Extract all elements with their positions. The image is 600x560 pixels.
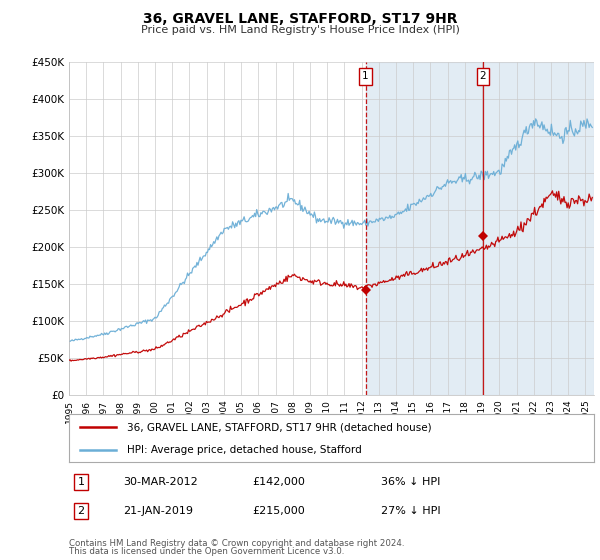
Text: 1: 1 [77,477,85,487]
Text: 2: 2 [77,506,85,516]
Text: Contains HM Land Registry data © Crown copyright and database right 2024.: Contains HM Land Registry data © Crown c… [69,539,404,548]
Text: 30-MAR-2012: 30-MAR-2012 [123,477,198,487]
Text: 36, GRAVEL LANE, STAFFORD, ST17 9HR (detached house): 36, GRAVEL LANE, STAFFORD, ST17 9HR (det… [127,422,431,432]
Text: 2: 2 [479,72,486,81]
Text: 36% ↓ HPI: 36% ↓ HPI [381,477,440,487]
Text: This data is licensed under the Open Government Licence v3.0.: This data is licensed under the Open Gov… [69,547,344,556]
Text: 1: 1 [362,72,369,81]
Text: 27% ↓ HPI: 27% ↓ HPI [381,506,440,516]
Text: 36, GRAVEL LANE, STAFFORD, ST17 9HR: 36, GRAVEL LANE, STAFFORD, ST17 9HR [143,12,457,26]
Text: £215,000: £215,000 [252,506,305,516]
Text: HPI: Average price, detached house, Stafford: HPI: Average price, detached house, Staf… [127,445,361,455]
Text: 21-JAN-2019: 21-JAN-2019 [123,506,193,516]
Bar [365,62,594,395]
Text: Price paid vs. HM Land Registry's House Price Index (HPI): Price paid vs. HM Land Registry's House … [140,25,460,35]
Text: £142,000: £142,000 [252,477,305,487]
